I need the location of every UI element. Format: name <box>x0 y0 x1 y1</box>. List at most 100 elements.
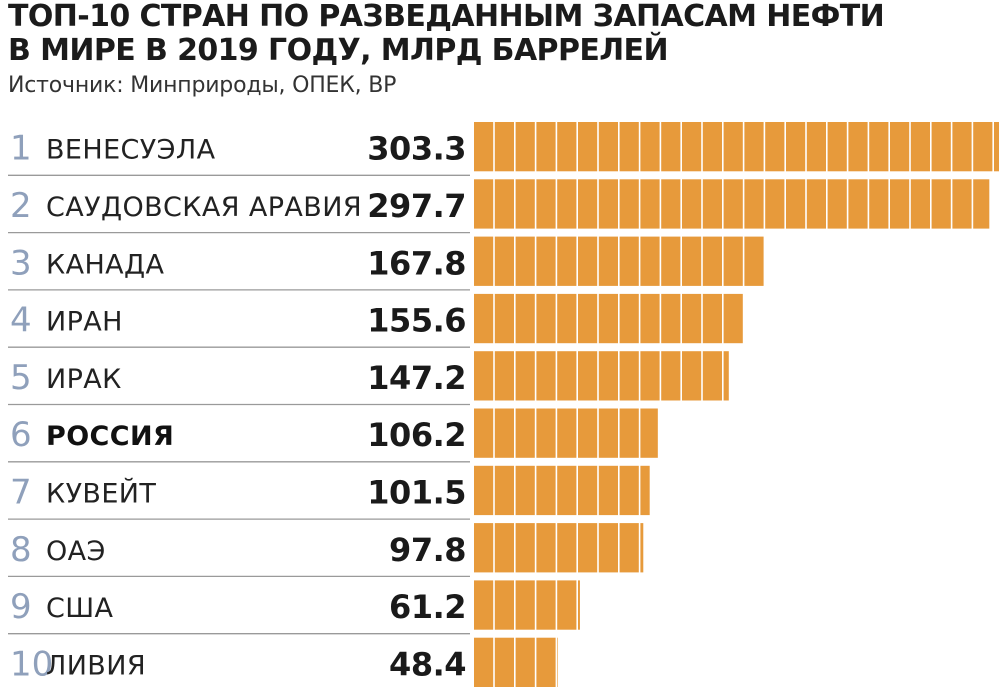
bar-segment <box>723 122 743 172</box>
category-label: РОССИЯ <box>46 421 174 452</box>
bar-segment <box>557 580 577 630</box>
bar-segment <box>578 523 598 573</box>
bar-segment <box>723 179 743 229</box>
bar-segment <box>578 236 598 286</box>
bar-segment <box>869 179 889 229</box>
bar-row: 4 ИРАН 155.6 <box>8 289 743 344</box>
bar <box>474 523 644 573</box>
data-label: 147.2 <box>367 359 466 397</box>
bar-segment <box>890 179 910 229</box>
bar-segment <box>474 351 494 401</box>
rank-label: 6 <box>10 415 32 455</box>
bar-segment <box>598 179 618 229</box>
data-label: 48.4 <box>389 645 466 683</box>
bar-segment <box>515 637 535 687</box>
bar-segment <box>931 122 951 172</box>
bar-segment <box>578 351 598 401</box>
bar-segment <box>557 179 577 229</box>
bar-segment <box>619 465 639 516</box>
bar-segment <box>619 122 639 172</box>
data-label: 106.2 <box>367 416 466 454</box>
category-label: ЛИВИЯ <box>46 650 146 681</box>
bar-segment <box>536 580 556 630</box>
bar-segment <box>494 179 514 229</box>
bar-segment <box>869 122 889 172</box>
bar-segment <box>848 122 868 172</box>
bar-segment <box>723 293 743 344</box>
bar-segment <box>557 408 577 458</box>
bar-segment <box>598 465 618 516</box>
bar-segment <box>827 122 847 172</box>
bar-segment <box>536 465 556 516</box>
bar-segment <box>515 122 535 172</box>
bar-segment <box>952 179 972 229</box>
bar-segment <box>640 351 660 401</box>
bar-segment <box>515 179 535 229</box>
bar-segment <box>557 637 558 687</box>
bar-segment <box>619 236 639 286</box>
bar <box>474 465 650 516</box>
bar <box>474 236 764 286</box>
bar-segment <box>952 122 972 172</box>
bar-row: 8 ОАЭ 97.8 <box>8 518 644 573</box>
chart-source: Источник: Минприроды, ОПЕК, BP <box>8 73 397 98</box>
category-label: КУВЕЙТ <box>46 477 156 509</box>
bar-segment <box>578 293 598 344</box>
bar <box>474 351 729 401</box>
bar-segment <box>806 179 826 229</box>
bar-segment <box>973 122 993 172</box>
bar-segment <box>619 293 639 344</box>
bar-segment <box>474 293 494 344</box>
bar-segment <box>494 523 514 573</box>
chart-title-line-2: В МИРЕ В 2019 ГОДУ, МЛРД БАРРЕЛЕЙ <box>8 33 669 68</box>
bar-segment <box>682 351 702 401</box>
bar-segment <box>619 351 639 401</box>
bar-segment <box>661 236 681 286</box>
bar-segment <box>557 465 577 516</box>
bar-segment <box>744 179 764 229</box>
bar-row: 6 РОССИЯ 106.2 <box>8 403 658 458</box>
bar-row: 2 САУДОВСКАЯ АРАВИЯ 297.7 <box>8 174 990 229</box>
bar-segment <box>827 179 847 229</box>
bar-segment <box>494 408 514 458</box>
bar-segment <box>474 122 494 172</box>
rank-label: 10 <box>10 644 53 684</box>
chart-title: ТОП-10 СТРАН ПО РАЗВЕДАННЫМ ЗАПАСАМ НЕФТ… <box>8 0 988 68</box>
bar <box>474 637 558 687</box>
bar-segment <box>702 293 722 344</box>
bar-row: 7 КУВЕЙТ 101.5 <box>8 461 650 516</box>
bar-segment <box>474 523 494 573</box>
bar-segment <box>744 122 764 172</box>
rank-label: 2 <box>10 186 32 226</box>
bar-segment <box>494 637 514 687</box>
bar-segment <box>682 236 702 286</box>
data-label: 297.7 <box>367 187 466 225</box>
bar-segment <box>536 351 556 401</box>
bar-segment <box>702 351 722 401</box>
category-label: КАНАДА <box>46 249 165 280</box>
rank-label: 3 <box>10 243 32 283</box>
bar-segment <box>910 122 930 172</box>
bar-segment <box>848 179 868 229</box>
bar-segment <box>557 523 577 573</box>
bar-segment <box>640 465 650 516</box>
bar-segment <box>536 236 556 286</box>
bar-segment <box>619 523 639 573</box>
category-label: ВЕНЕСУЭЛА <box>46 135 216 166</box>
category-label: США <box>46 593 114 624</box>
bar-segment <box>765 179 785 229</box>
data-label: 97.8 <box>389 531 466 569</box>
category-label: ИРАК <box>46 364 122 395</box>
bar-segment <box>598 236 618 286</box>
bar-segment <box>536 122 556 172</box>
bar-segment <box>536 179 556 229</box>
bar-segment <box>494 293 514 344</box>
bar-segment <box>578 465 598 516</box>
bar-segment <box>640 408 658 458</box>
bar-segment <box>619 408 639 458</box>
category-label: ОАЭ <box>46 536 106 567</box>
bar-segment <box>640 523 644 573</box>
bar-segment <box>640 293 660 344</box>
bar-segment <box>557 293 577 344</box>
